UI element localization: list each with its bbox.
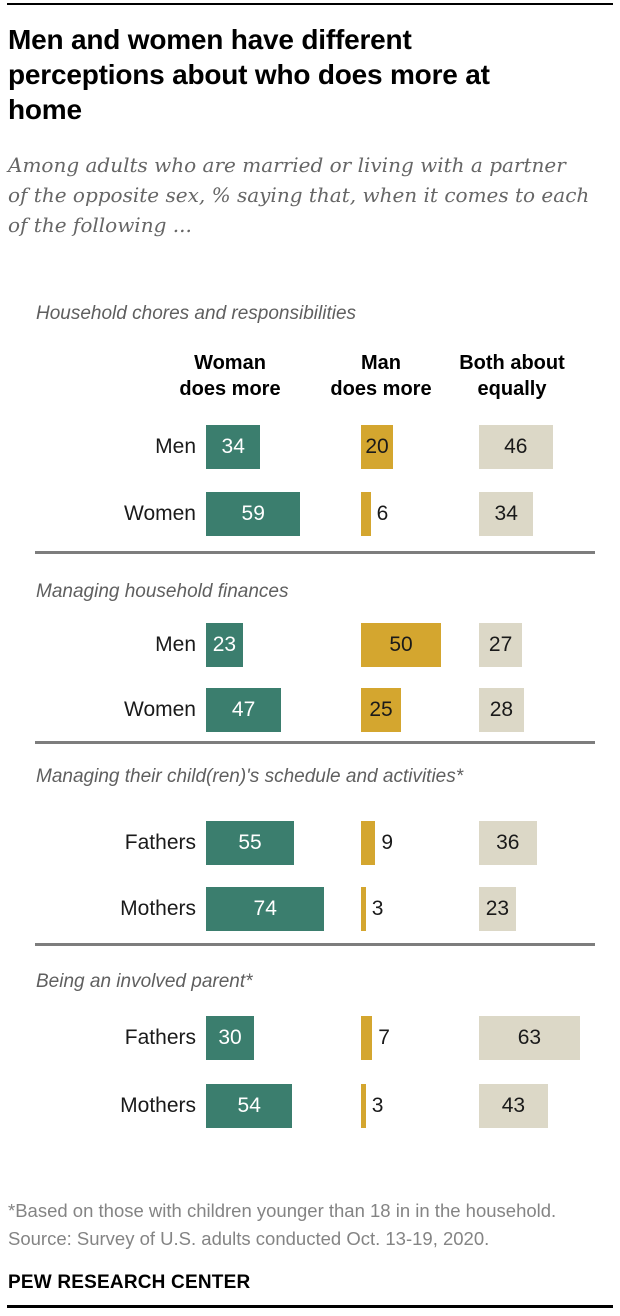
bar-man-does-more: 25 <box>361 688 401 732</box>
bar-man-does-more <box>361 1016 373 1060</box>
bottom-rule <box>7 1305 613 1308</box>
row-label: Men <box>155 435 196 458</box>
title-line: home <box>8 94 82 125</box>
bar-value-label: 9 <box>381 831 394 854</box>
bar-both-about-equally: 28 <box>479 688 524 732</box>
footnote-source: Source: Survey of U.S. adults conducted … <box>8 1228 490 1249</box>
bar-woman-does-more: 74 <box>206 887 325 931</box>
subtitle-line: Among adults who are married or living w… <box>8 153 566 177</box>
bar-man-does-more <box>361 1084 366 1128</box>
bar-man-does-more <box>361 887 366 931</box>
column-header-woman-does-more: Woman does more <box>179 352 281 400</box>
row-label: Fathers <box>124 1026 196 1049</box>
bar-man-does-more: 50 <box>361 623 441 667</box>
column-header-both-about-equally: Both about equally <box>459 352 565 400</box>
row-label: Mothers <box>120 1094 196 1117</box>
bar-value-label: 3 <box>371 897 384 920</box>
bar-man-does-more <box>361 492 371 536</box>
footnote-asterisk: *Based on those with children younger th… <box>8 1200 557 1221</box>
bar-woman-does-more: 23 <box>206 623 243 667</box>
bar-both-about-equally: 23 <box>479 887 516 931</box>
bar-woman-does-more: 30 <box>206 1016 254 1060</box>
page-subtitle: Among adults who are married or living w… <box>8 150 612 240</box>
bar-value-label: 6 <box>376 502 389 525</box>
section-divider <box>35 551 595 554</box>
title-line: Men and women have different <box>8 24 412 55</box>
top-rule <box>7 3 613 5</box>
section-divider <box>35 943 595 946</box>
row-label: Mothers <box>120 897 196 920</box>
bar-both-about-equally: 36 <box>479 821 537 865</box>
row-label: Fathers <box>124 831 196 854</box>
bar-woman-does-more: 34 <box>206 425 261 469</box>
section-heading: Managing household finances <box>36 581 289 602</box>
footer-notes: *Based on those with children younger th… <box>8 1197 612 1253</box>
section-divider <box>35 741 595 744</box>
bar-value-label: 7 <box>378 1026 390 1049</box>
section-heading: Being an involved parent* <box>36 971 253 992</box>
pew-research-center-brand: PEW RESEARCH CENTER <box>8 1272 251 1293</box>
subtitle-line: of the following ... <box>8 213 192 237</box>
bar-man-does-more: 20 <box>361 425 393 469</box>
column-header-man-does-more: Man does more <box>330 352 432 400</box>
row-label: Women <box>124 698 196 721</box>
subtitle-line: of the opposite sex, % saying that, when… <box>8 183 590 207</box>
bar-woman-does-more: 55 <box>206 821 294 865</box>
bar-value-label: 3 <box>371 1094 384 1117</box>
section-heading: Household chores and responsibilities <box>36 303 357 324</box>
bar-woman-does-more: 59 <box>206 492 301 536</box>
title-line: perceptions about who does more at <box>8 59 490 90</box>
section-heading: Managing their child(ren)'s schedule and… <box>36 766 464 787</box>
bar-both-about-equally: 27 <box>479 623 523 667</box>
bar-both-about-equally: 46 <box>479 425 553 469</box>
bar-both-about-equally: 43 <box>479 1084 548 1128</box>
bar-both-about-equally: 63 <box>479 1016 580 1060</box>
row-label: Women <box>124 502 196 525</box>
row-label: Men <box>155 633 196 656</box>
bar-man-does-more <box>361 821 376 865</box>
bar-woman-does-more: 54 <box>206 1084 293 1128</box>
page-title: Men and women have different perceptions… <box>8 22 612 127</box>
bar-woman-does-more: 47 <box>206 688 282 732</box>
bar-both-about-equally: 34 <box>479 492 534 536</box>
